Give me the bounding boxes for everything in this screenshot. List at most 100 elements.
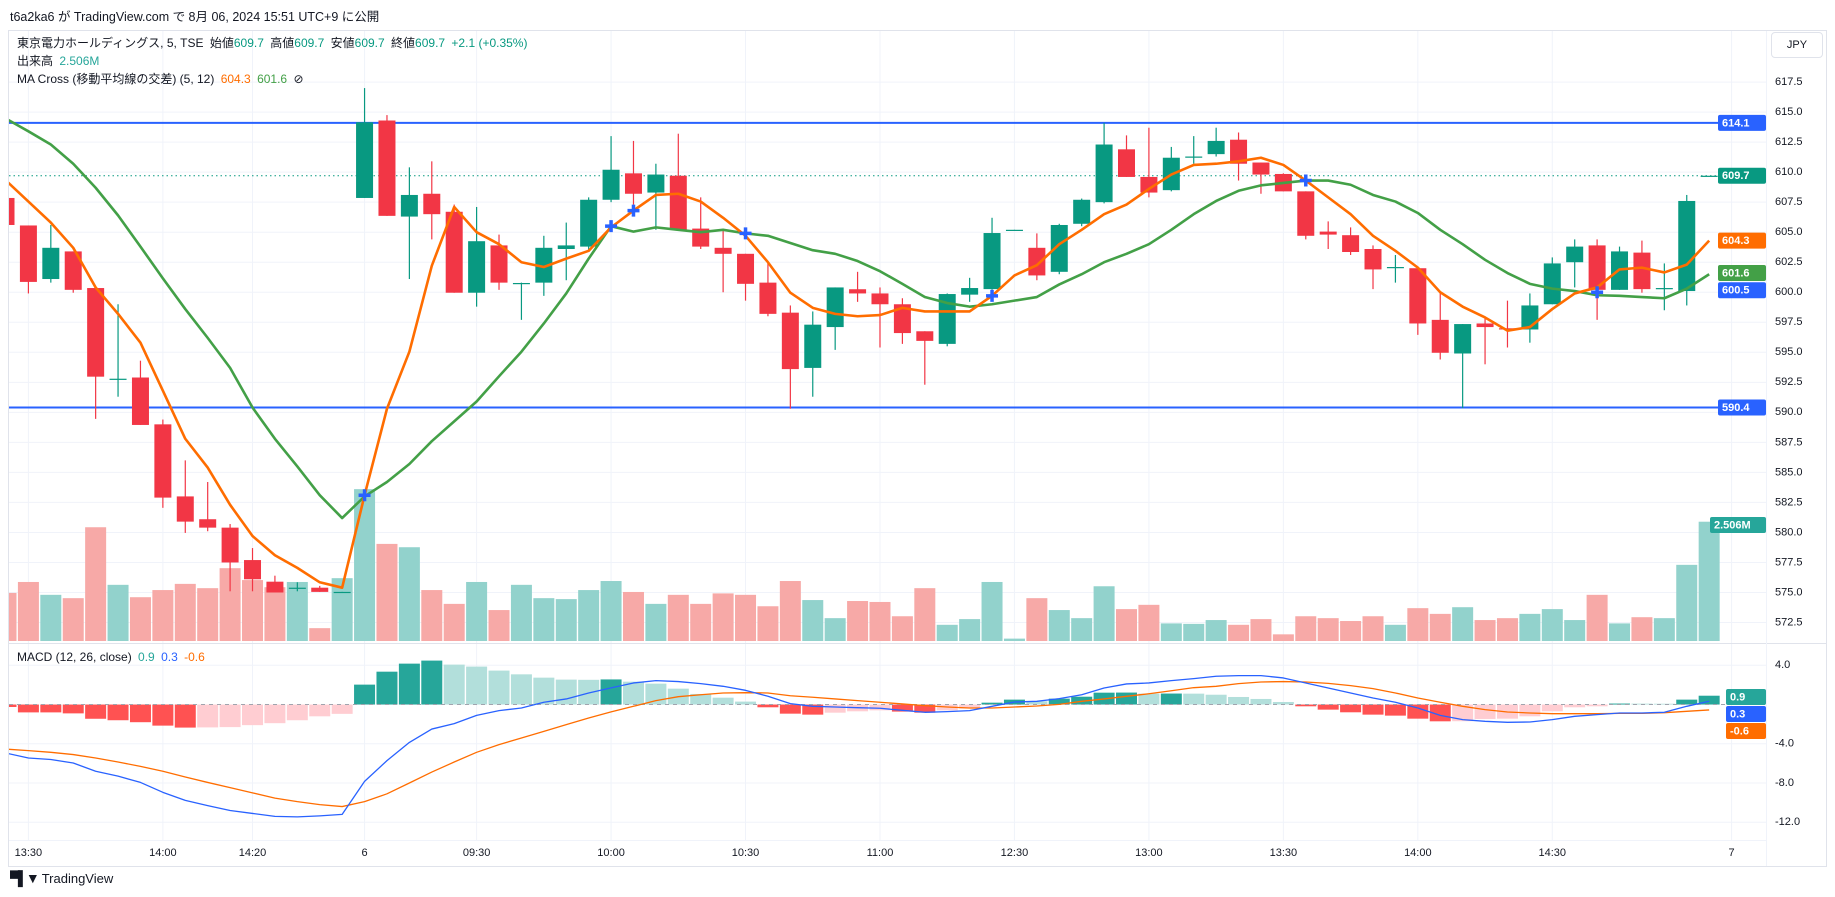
- candle-body: [1409, 268, 1427, 324]
- high-value: 609.7: [294, 36, 325, 50]
- time-tick-label: 13:00: [1135, 847, 1163, 859]
- volume-bar: [1048, 610, 1070, 641]
- macd-legend[interactable]: MACD (12, 26, close) 0.9 0.3 -0.6: [17, 650, 208, 664]
- candle: [19, 225, 37, 294]
- candle-body: [333, 591, 351, 594]
- volume-bar: [443, 603, 465, 641]
- candle: [64, 251, 82, 293]
- macd-histogram-bar: [1519, 704, 1541, 717]
- macd-histogram-bar: [757, 704, 779, 708]
- ma-slow-value: 601.6: [257, 72, 288, 86]
- candle: [1095, 122, 1113, 204]
- price-tick-label: 577.5: [1775, 556, 1803, 568]
- volume-bar: [1586, 594, 1608, 641]
- candle-body: [131, 377, 149, 425]
- candle-body: [1118, 149, 1135, 177]
- ma-fast-line: [9, 156, 1711, 589]
- volume-bar: [1093, 586, 1115, 641]
- candle-body: [1319, 231, 1337, 235]
- volume-bar: [1250, 619, 1272, 641]
- macd-histogram-bar: [645, 683, 667, 705]
- volume-bar: [129, 597, 151, 641]
- volume-bar: [174, 583, 196, 641]
- horizontal-lines[interactable]: [9, 121, 1766, 409]
- macd-histogram-bar: [174, 704, 196, 728]
- candle: [333, 591, 351, 594]
- candle-body: [871, 293, 889, 305]
- macd-value-label-bg: [1726, 689, 1766, 705]
- macd-histogram-bar: [443, 664, 465, 705]
- symbol-legend[interactable]: 東京電力ホールディングス, 5, TSE 始値609.7 高値609.7 安値6…: [17, 34, 530, 51]
- volume-bar: [1698, 521, 1720, 641]
- macd-histogram-bar: [354, 684, 376, 705]
- volume-bar: [757, 606, 779, 641]
- time-tick-label: 13:30: [15, 847, 43, 859]
- candle: [131, 360, 149, 425]
- candle: [154, 419, 172, 508]
- candle-body: [1297, 191, 1315, 236]
- candle: [1454, 324, 1472, 409]
- macd-histogram-bar: [914, 704, 936, 713]
- volume-bar: [1295, 616, 1317, 641]
- volume-bar: [1317, 618, 1339, 641]
- volume-legend[interactable]: 出来高 2.506M: [17, 52, 102, 69]
- volume-bar: [735, 594, 757, 641]
- hidden-eye-icon[interactable]: ⊘: [293, 72, 304, 86]
- candle-body: [1364, 249, 1382, 270]
- tradingview-logo[interactable]: ▀▌▼ TradingView: [10, 870, 113, 886]
- price-label-bg: [1718, 282, 1766, 299]
- volume-bar: [421, 590, 443, 641]
- volume-bar: [40, 594, 62, 641]
- macd-histogram-bar: [398, 663, 420, 705]
- candle-body: [624, 173, 642, 194]
- macd-histogram-bar: [1138, 693, 1160, 705]
- macd-histogram-bar: [1653, 703, 1675, 705]
- candle-body: [647, 174, 665, 193]
- currency-button[interactable]: JPY: [1771, 32, 1823, 58]
- candle: [1543, 257, 1561, 305]
- volume-bar: [824, 618, 846, 641]
- macd-signal-value: -0.6: [184, 650, 205, 664]
- ma-slow-line: [9, 118, 1710, 520]
- macd-histogram-bar: [40, 704, 62, 713]
- symbol-name: 東京電力ホールディングス, 5, TSE: [17, 36, 204, 50]
- candle-body: [1498, 328, 1516, 330]
- open-value: 609.7: [233, 36, 264, 50]
- candle: [669, 133, 687, 230]
- candle-body: [535, 247, 553, 283]
- macd-histogram-bar: [1384, 704, 1406, 716]
- low-label: 安値: [330, 36, 355, 50]
- macd-histogram-bar: [891, 704, 913, 712]
- macd-signal-line: [9, 680, 1710, 808]
- macd-axis[interactable]: 4.0 -4.0 -8.0 -12.0 0.9 0.3 -0.6: [1726, 659, 1800, 828]
- volume-bar: [959, 619, 981, 641]
- macd-histogram-bar: [1317, 704, 1339, 710]
- volume-bar: [690, 603, 712, 641]
- macd-histogram-bar: [510, 674, 532, 705]
- candle-body: [557, 245, 575, 250]
- volume-bar: [1676, 564, 1698, 641]
- price-axis[interactable]: 617.5 615.0 612.5 610.0 607.5 605.0 602.5 600.0…: [1710, 76, 1803, 628]
- macd-histogram-bar: [1676, 699, 1698, 705]
- time-axis[interactable]: 13:30 14:00 14:20 6 09:30 10:00 10:30 11:00 12:3…: [9, 840, 1766, 859]
- macd-histogram-bar: [578, 679, 600, 705]
- candle-body: [1073, 199, 1091, 224]
- macd-histogram-bar: [1160, 693, 1182, 705]
- cross-marker-icon: [986, 289, 999, 302]
- candle-body: [1543, 263, 1561, 305]
- candle-body: [1566, 246, 1584, 263]
- brand-name: TradingView: [41, 870, 114, 886]
- candle: [1005, 229, 1023, 231]
- candle: [1230, 132, 1248, 181]
- close-label: 終値: [391, 36, 416, 50]
- macd-histogram-bar: [1340, 704, 1362, 713]
- candle-body: [826, 287, 844, 328]
- cross-marker-icon: [1299, 174, 1312, 187]
- macd-histogram-bar: [488, 670, 510, 705]
- ma-cross-legend[interactable]: MA Cross (移動平均線の交差) (5, 12) 604.3 601.6 …: [17, 70, 307, 87]
- volume-bar: [510, 584, 532, 641]
- candle: [826, 287, 844, 350]
- macd-histogram-bar: [197, 704, 219, 728]
- candle-body: [490, 245, 508, 283]
